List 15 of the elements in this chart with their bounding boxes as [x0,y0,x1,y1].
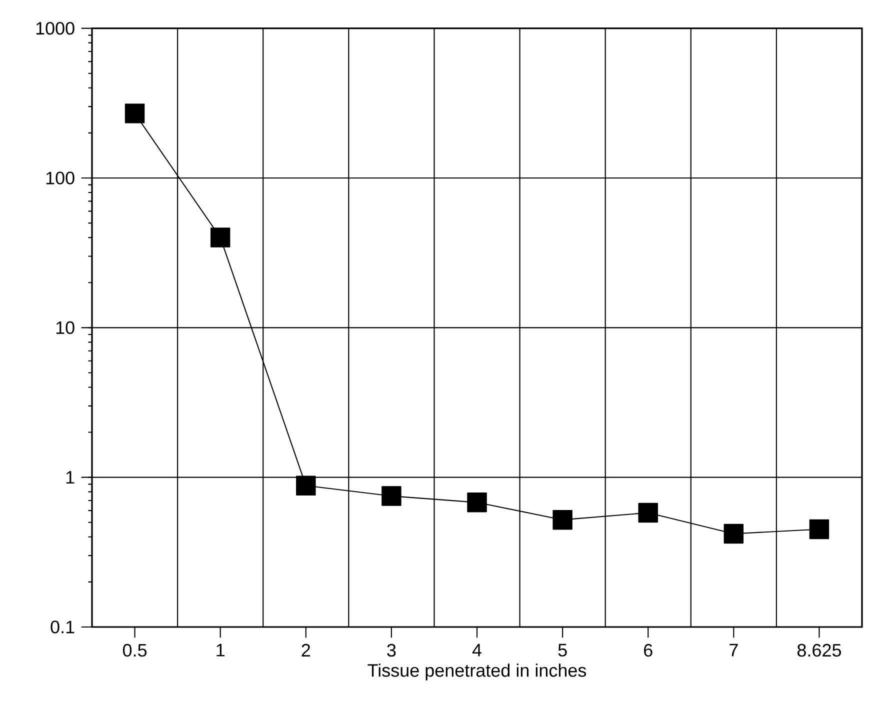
y-tick-label: 10 [56,321,74,334]
x-tick-label: 7 [730,644,738,656]
y-tick-label: 1000 [36,22,74,35]
x-axis-title: Tissue penetrated in inches [368,664,586,680]
x-tick-label: 1 [216,644,224,656]
y-tick-label: 0.1 [50,620,74,634]
x-tick-label: 6 [644,644,652,657]
y-tick-label: 100 [46,172,74,184]
x-tick-label: 0.5 [122,644,147,657]
x-tick-label: 2 [302,644,310,656]
x-tick-label: 4 [472,644,482,656]
x-tick-label: 5 [558,644,567,656]
y-tick-label: 1 [66,471,74,484]
x-tick-label: 8.625 [797,644,841,657]
x-tick-label: 3 [387,644,396,657]
